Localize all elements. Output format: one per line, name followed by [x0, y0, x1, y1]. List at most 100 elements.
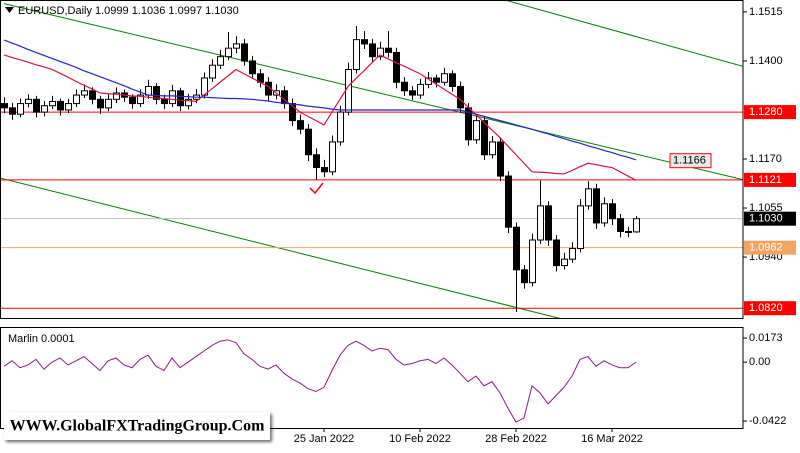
- y-tick-label: 0.00: [749, 356, 770, 368]
- ma-line: [3, 39, 637, 161]
- candle-body: [489, 141, 496, 156]
- candle-body: [25, 98, 32, 105]
- candle-body: [561, 258, 568, 267]
- x-tick-label: 10 Feb 2022: [389, 433, 451, 445]
- candle-body: [593, 188, 600, 224]
- candle-body: [153, 86, 160, 100]
- candle-body: [49, 100, 56, 107]
- candle-body: [529, 239, 536, 284]
- level-label-box: [744, 211, 796, 226]
- candle-body: [497, 141, 504, 177]
- candle-body: [481, 120, 488, 156]
- candle-body: [9, 107, 16, 115]
- candle-body: [129, 96, 136, 105]
- candle-body: [409, 90, 416, 96]
- channel-line: [0, 177, 561, 318]
- level-label: 1.1121: [749, 174, 782, 186]
- candle-body: [65, 103, 72, 111]
- candle-body: [1, 103, 8, 109]
- axes: 1.15151.14001.11701.10551.09401.12801.11…: [294, 6, 796, 445]
- candle-body: [393, 51, 400, 83]
- indicator-line: [3, 339, 637, 423]
- watermark: WWW.GlobalFXTradingGroup.Com: [10, 418, 266, 435]
- check-mark: [309, 182, 324, 195]
- y-tick-label: 1.1400: [749, 55, 783, 67]
- x-tick-label: 25 Jan 2022: [294, 433, 355, 445]
- watermark-box: [4, 412, 270, 440]
- y-tick-label: 0.0173: [749, 332, 783, 344]
- candle-body: [169, 90, 176, 105]
- candle-body: [601, 203, 608, 224]
- candle-body: [505, 175, 512, 228]
- candle-body: [385, 47, 392, 53]
- candle-body: [521, 269, 528, 284]
- annotation-box: [669, 153, 712, 169]
- indicator-plot: [3, 339, 637, 423]
- chart-title: EURUSD,Daily 1.0999 1.1036 1.0997 1.1030: [18, 5, 239, 17]
- candle-body: [537, 205, 544, 241]
- candle-body: [113, 92, 120, 100]
- candle-body: [73, 94, 80, 105]
- candle-body: [569, 248, 576, 260]
- channel-line: [504, 0, 743, 67]
- candle-body: [633, 218, 640, 233]
- candle-body: [513, 226, 520, 271]
- candle-body: [177, 90, 184, 107]
- candle-body: [41, 105, 48, 113]
- y-tick-label: 1.1515: [749, 6, 783, 18]
- candle-body: [417, 83, 424, 96]
- candle-body: [345, 68, 352, 113]
- y-tick-label: -0.0422: [749, 415, 786, 427]
- candle-body: [369, 43, 376, 58]
- candle-body: [185, 98, 192, 107]
- candle-body: [329, 141, 336, 173]
- candle-body: [249, 60, 256, 75]
- candle-body: [105, 98, 112, 109]
- candle-body: [353, 39, 360, 70]
- candle-body: [361, 39, 368, 45]
- candle-body: [217, 56, 224, 66]
- main-plot: [0, 26, 743, 313]
- annotation-label: 1.1166: [673, 155, 706, 167]
- candle-body: [585, 188, 592, 207]
- candle-body: [545, 205, 552, 241]
- candle-body: [225, 47, 232, 58]
- candle-body: [433, 77, 440, 83]
- channel-line: [3, 3, 743, 181]
- candle-body: [377, 47, 384, 58]
- candle-body: [161, 98, 168, 105]
- candle-body: [241, 43, 248, 62]
- candle-body: [209, 64, 216, 79]
- candle-body: [609, 203, 616, 220]
- channel-lines: [0, 0, 743, 318]
- level-label: 1.1030: [749, 213, 783, 225]
- candle-body: [441, 73, 448, 83]
- x-tick-label: 16 Mar 2022: [581, 433, 643, 445]
- level-label-box: [744, 172, 796, 187]
- candle-body: [97, 98, 104, 109]
- level-label-box: [744, 105, 796, 120]
- level-label: 1.0962: [749, 242, 783, 254]
- main-frame: [0, 0, 744, 319]
- candle-body: [57, 100, 64, 111]
- candle-body: [233, 43, 240, 49]
- candle-body: [145, 86, 152, 96]
- candle-body: [553, 239, 560, 267]
- candle-body: [449, 73, 456, 88]
- candle-body: [337, 111, 344, 143]
- candle-body: [577, 205, 584, 250]
- ma-line: [3, 54, 637, 181]
- level-label-box: [744, 240, 796, 255]
- y-tick-label: 1.1055: [749, 202, 783, 214]
- x-tick-label: 28 Feb 2022: [485, 433, 547, 445]
- candle-body: [617, 218, 624, 232]
- indicator-frame: [0, 327, 744, 429]
- candle-body: [625, 230, 632, 233]
- candle-body: [457, 86, 464, 109]
- candle-body: [137, 94, 144, 105]
- candle-body: [17, 103, 24, 115]
- candle-body: [401, 81, 408, 92]
- candle-body: [313, 154, 320, 169]
- menu-arrow: [5, 7, 14, 13]
